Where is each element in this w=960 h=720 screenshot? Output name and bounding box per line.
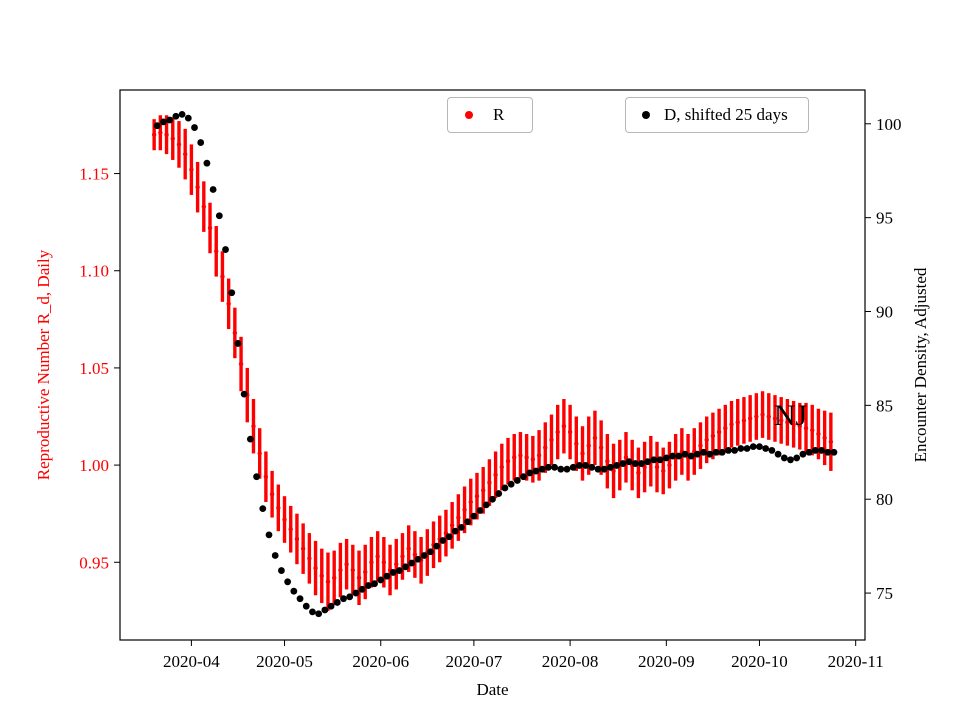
svg-text:0.95: 0.95	[79, 553, 109, 572]
svg-text:95: 95	[876, 209, 893, 228]
legend-r: R	[447, 97, 534, 133]
svg-text:2020-07: 2020-07	[446, 652, 503, 671]
legend-d: D, shifted 25 days	[625, 97, 809, 133]
legend-r-label: R	[493, 105, 505, 124]
y-axis-label-right: Encounter Density, Adjusted	[911, 267, 930, 463]
svg-text:2020-08: 2020-08	[542, 652, 599, 671]
svg-text:85: 85	[876, 396, 893, 415]
svg-text:1.10: 1.10	[79, 262, 109, 281]
legend-r-marker-icon	[465, 111, 473, 119]
svg-text:NJ: NJ	[774, 399, 808, 432]
svg-text:2020-06: 2020-06	[352, 652, 409, 671]
svg-text:1.05: 1.05	[79, 359, 109, 378]
svg-text:2020-09: 2020-09	[638, 652, 695, 671]
legend-d-marker-icon	[642, 111, 650, 119]
svg-text:2020-11: 2020-11	[828, 652, 884, 671]
svg-text:90: 90	[876, 303, 893, 322]
svg-text:2020-05: 2020-05	[256, 652, 313, 671]
legend-d-label: D, shifted 25 days	[664, 105, 788, 124]
y-axis-label-left: Reproductive Number R_d, Daily	[34, 249, 53, 481]
svg-text:80: 80	[876, 490, 893, 509]
svg-text:1.00: 1.00	[79, 456, 109, 475]
svg-text:75: 75	[876, 584, 893, 603]
svg-text:2020-04: 2020-04	[163, 652, 220, 671]
svg-text:1.15: 1.15	[79, 165, 109, 184]
svg-text:100: 100	[876, 115, 902, 134]
x-axis-label: Date	[476, 680, 509, 699]
svg-text:2020-10: 2020-10	[731, 652, 788, 671]
